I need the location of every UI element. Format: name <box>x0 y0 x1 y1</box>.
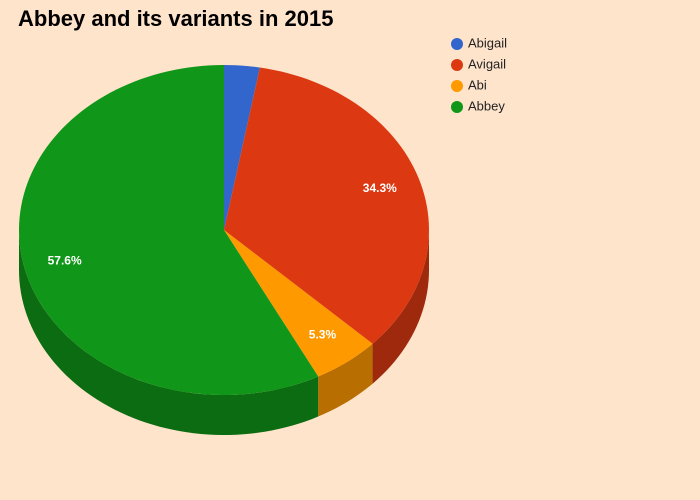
legend-label: Avigail <box>468 56 506 71</box>
data-label: 5.3% <box>309 328 337 342</box>
legend-marker <box>451 101 463 113</box>
data-label: 34.3% <box>363 181 397 195</box>
legend-label: Abi <box>468 77 487 92</box>
slice-side <box>318 343 373 417</box>
slice <box>19 65 319 395</box>
chart-title: Abbey and its variants in 2015 <box>18 6 333 31</box>
slice <box>224 230 373 377</box>
slice <box>224 65 260 230</box>
legend-label: Abigail <box>468 35 507 50</box>
slice-side <box>19 230 319 435</box>
legend-marker <box>451 59 463 71</box>
legend-marker <box>451 80 463 92</box>
legend-label: Abbey <box>468 98 505 113</box>
data-label: 57.6% <box>48 253 82 267</box>
slice-side <box>372 230 429 384</box>
slice <box>224 67 429 344</box>
legend-marker <box>451 38 463 50</box>
